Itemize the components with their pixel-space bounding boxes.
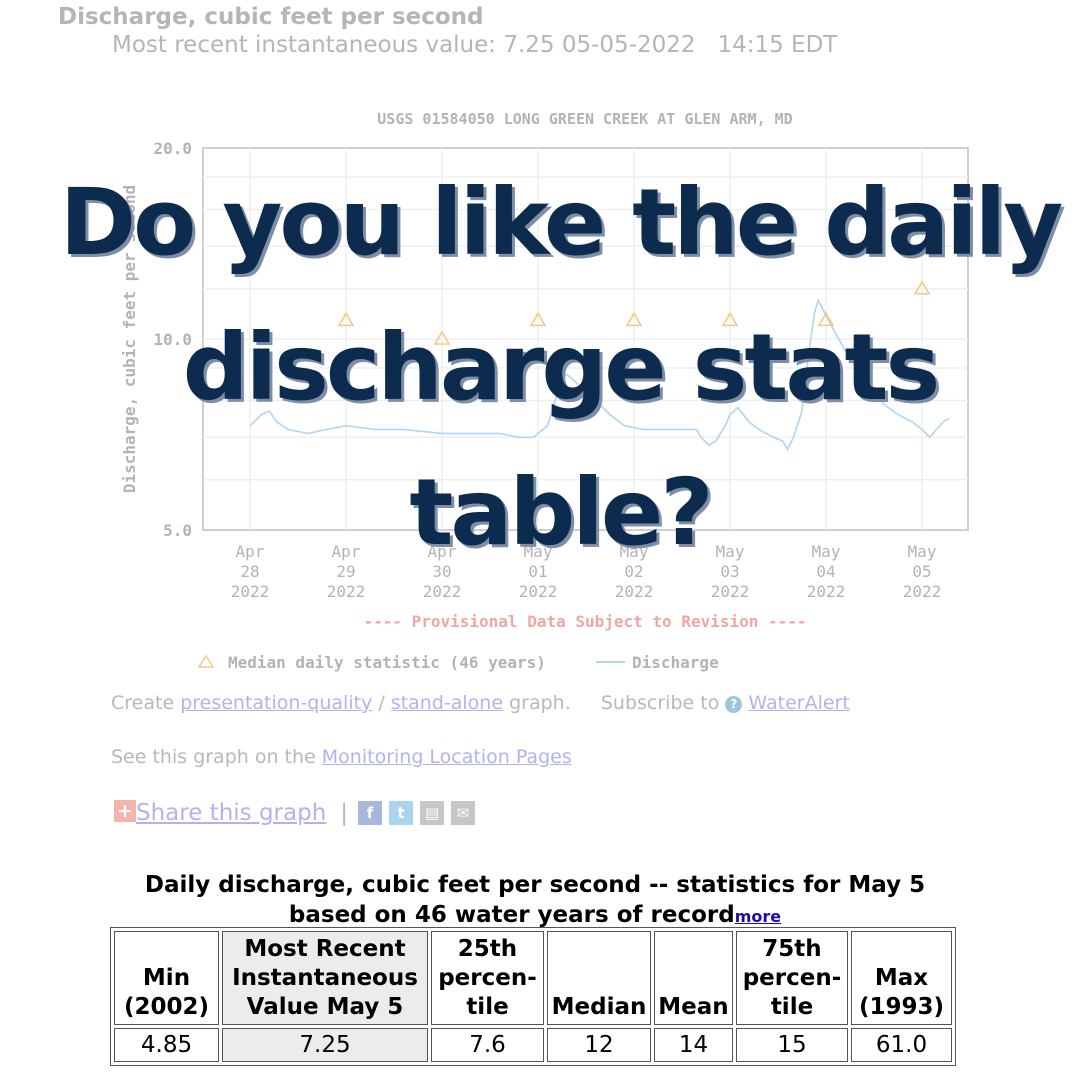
- share-separator: |: [340, 800, 349, 826]
- discharge-chart: USGS 01584050 LONG GREEN CREEK AT GLEN A…: [120, 110, 969, 672]
- share-bar: + Share this graph | f t ▤ ✉: [114, 800, 482, 826]
- x-tick-label: Apr: [428, 542, 457, 561]
- x-tick-label: 2022: [903, 582, 942, 601]
- link-slash: /: [378, 692, 385, 714]
- value-median: 12: [547, 1028, 651, 1062]
- header-max: Max (1993): [851, 931, 952, 1025]
- twitter-icon[interactable]: t: [389, 801, 414, 825]
- header-75th-percentile: 75th percen-tile: [736, 931, 848, 1025]
- median-marker: [337, 311, 355, 327]
- x-tick-label: 2022: [615, 582, 654, 601]
- x-tick-label: 01: [528, 562, 547, 581]
- x-tick-label: May: [716, 542, 745, 561]
- question-overlay: Do you like the daily discharge stats ta…: [40, 150, 1080, 585]
- value-mean: 14: [654, 1028, 733, 1062]
- water-alert-icon: ?: [725, 696, 743, 713]
- x-tick-label: 2022: [711, 582, 750, 601]
- monitoring-location-pages-link[interactable]: Monitoring Location Pages: [321, 746, 572, 768]
- legend-median-label: Median daily statistic (46 years): [228, 653, 546, 672]
- legend-median-marker: [197, 654, 215, 668]
- stats-caption: Daily discharge, cubic feet per second -…: [100, 870, 970, 932]
- graph-links-line: Create presentation-quality / stand-alon…: [111, 692, 850, 714]
- y-tick-label: 5.0: [163, 521, 192, 540]
- value-min: 4.85: [114, 1028, 219, 1062]
- median-marker: [817, 311, 835, 327]
- value-25th-percentile: 7.6: [431, 1028, 544, 1062]
- median-marker: [433, 330, 451, 345]
- x-tick-label: 2022: [231, 582, 270, 601]
- x-tick-label: May: [812, 542, 841, 561]
- x-tick-label: 2022: [423, 582, 462, 601]
- x-tick-label: Apr: [236, 542, 265, 561]
- share-plus-icon[interactable]: +: [114, 800, 136, 822]
- y-tick-label: 10.0: [153, 330, 192, 349]
- graph-suffix: graph.: [509, 692, 571, 714]
- x-tick-label: 03: [720, 562, 739, 581]
- median-marker: [529, 311, 547, 327]
- x-tick-label: 02: [624, 562, 643, 581]
- legend-discharge-label: Discharge: [632, 653, 719, 672]
- header-mean: Mean: [654, 931, 733, 1025]
- share-this-graph-link[interactable]: Share this graph: [136, 800, 327, 826]
- water-alert-link[interactable]: WaterAlert: [748, 692, 850, 714]
- x-tick-label: May: [524, 542, 553, 561]
- header-min: Min (2002): [114, 931, 219, 1025]
- x-tick-label: 28: [240, 562, 259, 581]
- value-max: 61.0: [851, 1028, 952, 1062]
- x-tick-label: 2022: [807, 582, 846, 601]
- x-tick-label: May: [620, 542, 649, 561]
- daily-stats-table: Min (2002) Most Recent Instantaneous Value …: [110, 927, 956, 1066]
- print-icon[interactable]: ▤: [420, 801, 445, 825]
- median-marker: [721, 311, 739, 327]
- create-prefix: Create: [111, 692, 175, 714]
- faded-graph-section: Discharge, cubic feet per second Most re…: [58, 4, 969, 826]
- stats-caption-record: based on 46 water years of record: [288, 902, 735, 928]
- overlay-line-2: discharge stats: [182, 314, 940, 421]
- email-icon[interactable]: ✉: [451, 801, 476, 825]
- x-tick-label: 2022: [519, 582, 558, 601]
- stand-alone-link[interactable]: stand-alone: [390, 692, 504, 714]
- median-marker: [625, 311, 643, 327]
- x-tick-label: 30: [432, 562, 451, 581]
- chart-title: USGS 01584050 LONG GREEN CREEK AT GLEN A…: [377, 110, 792, 128]
- most-recent-value: Most recent instantaneous value: 7.25 05…: [112, 32, 838, 58]
- monitoring-line: See this graph on the Monitoring Locatio…: [111, 746, 572, 768]
- provisional-note: ---- Provisional Data Subject to Revisio…: [363, 612, 806, 631]
- x-tick-label: 29: [336, 562, 355, 581]
- more-link[interactable]: more: [734, 907, 782, 926]
- x-tick-label: Apr: [332, 542, 361, 561]
- header-median: Median: [547, 931, 651, 1025]
- x-tick-label: 05: [912, 562, 931, 581]
- discharge-series-line: [249, 298, 950, 452]
- presentation-quality-link[interactable]: presentation-quality: [180, 692, 373, 714]
- header-most-recent: Most Recent Instantaneous Value May 5: [222, 931, 428, 1025]
- value-most-recent: 7.25: [222, 1028, 428, 1062]
- stats-value-row: 4.85 7.25 7.6 12 14 15 61.0: [114, 1028, 952, 1062]
- subscribe-prefix: Subscribe to: [600, 692, 720, 714]
- x-tick-label: May: [908, 542, 937, 561]
- y-tick-label: 20.0: [153, 139, 192, 158]
- median-marker: [913, 280, 931, 295]
- stats-caption-line-2: based on 46 water years of recordmore: [100, 900, 970, 932]
- value-75th-percentile: 15: [736, 1028, 848, 1062]
- stats-caption-line-1: Daily discharge, cubic feet per second -…: [144, 872, 926, 898]
- facebook-icon[interactable]: f: [358, 801, 383, 825]
- y-axis-label: Discharge, cubic feet per second: [120, 185, 139, 493]
- see-prefix: See this graph on the: [111, 746, 316, 768]
- x-tick-label: 2022: [327, 582, 366, 601]
- overlay-line-3: table?: [409, 459, 713, 566]
- x-tick-label: 04: [816, 562, 835, 581]
- overlay-line-1: Do you like the daily: [59, 169, 1063, 276]
- stats-header-row: Min (2002) Most Recent Instantaneous Value …: [114, 931, 952, 1025]
- parameter-title: Discharge, cubic feet per second: [58, 4, 484, 30]
- header-25th-percentile: 25th percen-tile: [431, 931, 544, 1025]
